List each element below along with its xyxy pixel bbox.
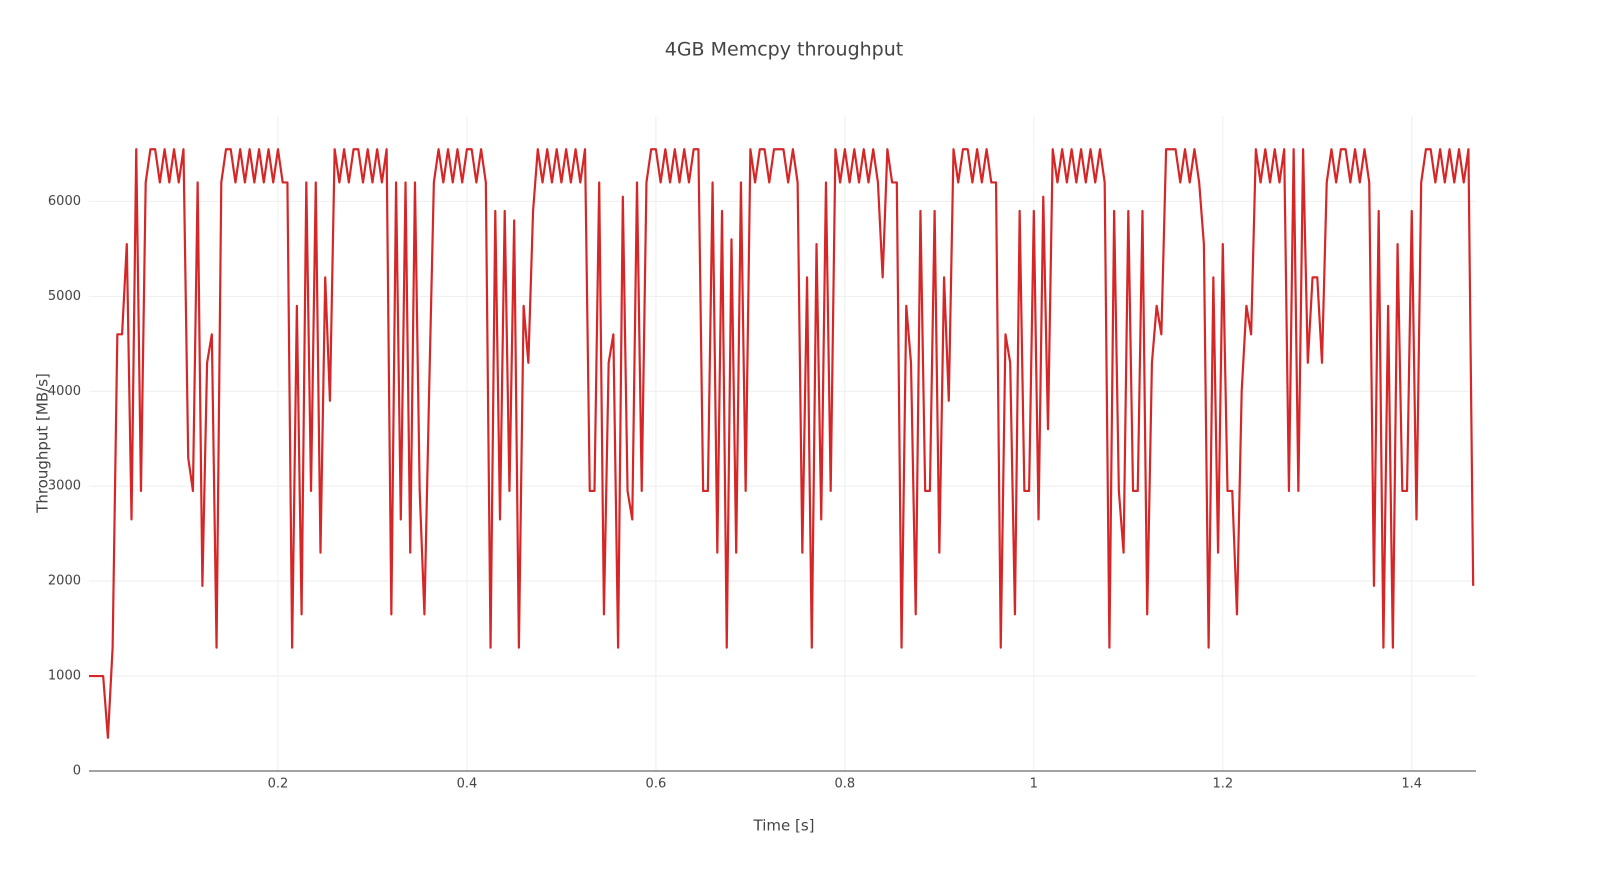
y-tick-label: 4000 xyxy=(48,384,81,399)
y-tick-label: 2000 xyxy=(48,574,81,589)
y-tick-label: 6000 xyxy=(48,194,81,209)
data-line xyxy=(89,148,1475,739)
chart-title: 4GB Memcpy throughput xyxy=(665,39,903,61)
y-tick-label: 0 xyxy=(73,764,81,779)
x-tick-label: 0.2 xyxy=(268,777,289,792)
x-tick-label: 0.6 xyxy=(646,777,667,792)
x-tick-label: 1.2 xyxy=(1212,777,1233,792)
x-axis-title: Time [s] xyxy=(753,817,815,835)
x-tick-label: 1.4 xyxy=(1401,777,1422,792)
x-tick-label: 0.8 xyxy=(835,777,856,792)
y-axis-title: Throughput [MB/s] xyxy=(34,373,52,514)
x-tick-label: 1 xyxy=(1030,777,1038,792)
y-tick-label: 5000 xyxy=(48,289,81,304)
x-tick-label: 0.4 xyxy=(457,777,478,792)
y-tick-label: 1000 xyxy=(48,669,81,684)
y-tick-label: 3000 xyxy=(48,479,81,494)
